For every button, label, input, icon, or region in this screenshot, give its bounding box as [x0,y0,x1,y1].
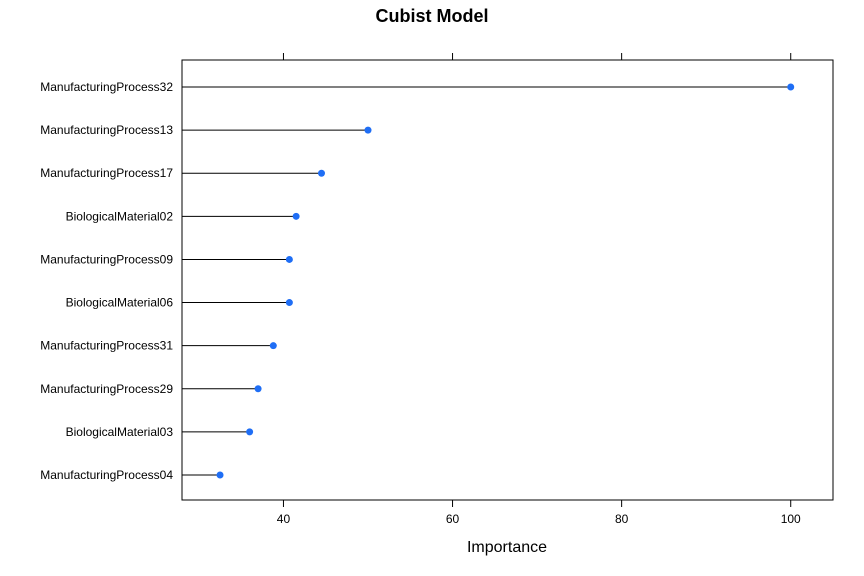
importance-points [216,83,795,479]
category-label: ManufacturingProcess32 [40,80,173,94]
importance-point [787,83,795,91]
importance-point [285,255,293,263]
category-label: ManufacturingProcess04 [40,468,173,482]
category-label: ManufacturingProcess31 [40,339,173,353]
x-tick-label: 100 [781,512,801,526]
category-label: BiologicalMaterial06 [66,296,174,310]
category-label: ManufacturingProcess09 [40,252,173,266]
importance-point [292,212,300,220]
x-tick-label: 80 [615,512,629,526]
category-label: BiologicalMaterial03 [66,425,174,439]
x-tick-label: 60 [446,512,460,526]
category-label: BiologicalMaterial02 [66,209,174,223]
plot-frame [181,59,834,501]
importance-point [254,385,262,393]
x-axis-label: Importance [467,539,547,556]
x-tick-labels: 40 60 80 100 [277,512,801,526]
top-axis-ticks [282,53,792,60]
importance-point [318,169,325,177]
importance-point [216,471,224,479]
importance-segments [182,86,791,476]
category-labels: ManufacturingProcess32 ManufacturingProce… [40,80,173,482]
category-label: ManufacturingProcess13 [40,123,173,137]
importance-point [246,428,254,436]
importance-point [285,299,293,307]
category-label: ManufacturingProcess29 [40,382,173,396]
x-tick-label: 40 [277,512,291,526]
importance-point [269,342,277,350]
importance-point [364,126,372,134]
chart-title: Cubist Model [376,6,489,26]
bottom-axis-ticks [282,500,792,507]
category-label: ManufacturingProcess17 [40,166,173,180]
